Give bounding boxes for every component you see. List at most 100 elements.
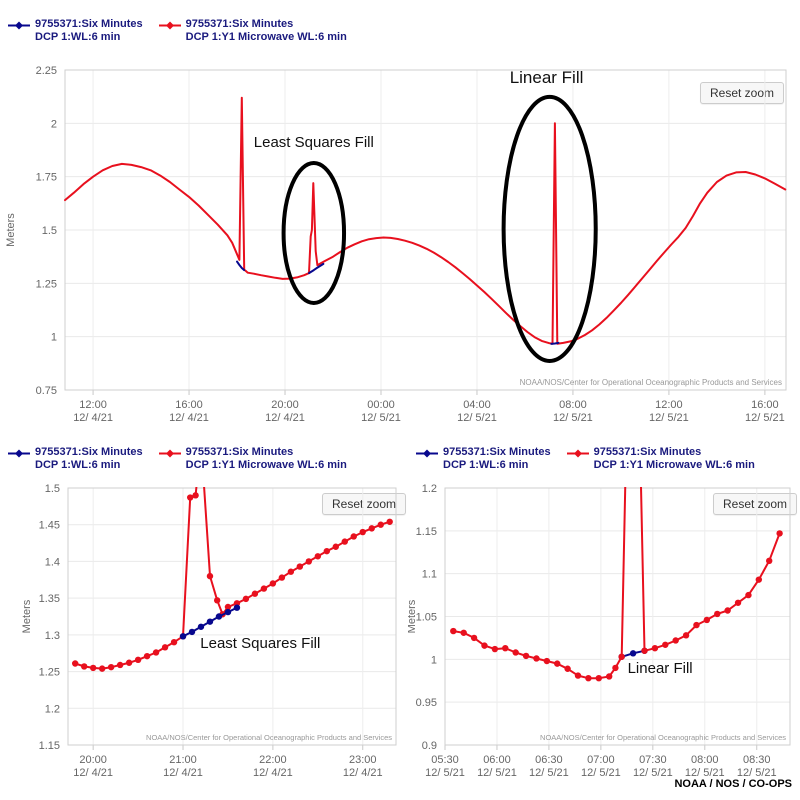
noaa-watermark: NOAA/NOS/Center for Operational Oceanogr… [540, 733, 786, 742]
series-1 [450, 487, 783, 682]
legend-item-microwave[interactable]: 9755371:Six Minutes DCP 1:Y1 Microwave WL… [158, 18, 347, 44]
legend-item-microwave[interactable]: 9755371:Six Minutes DCP 1:Y1 Microwave WL… [566, 446, 755, 472]
legend-item-microwave[interactable]: 9755371:Six Minutes DCP 1:Y1 Microwave WL… [158, 446, 347, 472]
svg-text:2.25: 2.25 [36, 65, 57, 77]
y-axis-labels: 1.15 1.2 1.25 1.3 1.35 1.4 1.45 1.5 Meters [21, 483, 60, 752]
svg-text:06:00: 06:00 [483, 754, 511, 766]
legend-wl-line2: DCP 1:WL:6 min [35, 459, 121, 471]
annotation-text: Least Squares Fill [200, 635, 320, 652]
grid [64, 69, 787, 395]
microwave-series-marker-icon [566, 449, 589, 458]
svg-text:07:30: 07:30 [639, 754, 667, 766]
svg-text:12/ 5/21: 12/ 5/21 [633, 767, 673, 779]
svg-text:23:00: 23:00 [349, 754, 377, 766]
microwave-series-marker-icon [158, 449, 181, 458]
page-footer-credit: NOAA / NOS / CO-OPS [674, 778, 792, 790]
bottom-left-chart-reset-zoom-button[interactable]: Reset zoom [322, 493, 407, 515]
svg-text:1.25: 1.25 [36, 278, 57, 290]
svg-text:12/ 5/21: 12/ 5/21 [529, 767, 569, 779]
svg-text:0.95: 0.95 [416, 697, 437, 709]
legend-microwave-line1: 9755371:Six Minutes [185, 18, 294, 30]
svg-text:1.25: 1.25 [39, 667, 60, 679]
svg-text:12/ 5/21: 12/ 5/21 [581, 767, 621, 779]
legend-item-wl[interactable]: 9755371:Six Minutes DCP 1:WL:6 min [416, 446, 551, 472]
y-axis-labels: 0.75 1 1.25 1.5 1.75 2 2.25 Meters [5, 65, 57, 397]
svg-text:12/ 5/21: 12/ 5/21 [425, 767, 465, 779]
bottom-left-chart-legend: 9755371:Six Minutes DCP 1:WL:6 min 975537… [8, 446, 347, 472]
annotation-ellipse [501, 94, 598, 363]
series-2 [308, 262, 325, 275]
svg-text:1.2: 1.2 [422, 483, 437, 495]
grid [444, 487, 791, 750]
annotations: Least Squares Fill [200, 635, 320, 652]
svg-text:12/ 4/21: 12/ 4/21 [73, 767, 113, 779]
legend-microwave-line2: DCP 1:Y1 Microwave WL:6 min [185, 459, 347, 471]
svg-text:1.35: 1.35 [39, 593, 60, 605]
annotations: Linear Fill [628, 660, 693, 677]
svg-text:1.3: 1.3 [45, 630, 60, 642]
svg-text:12/ 5/21: 12/ 5/21 [361, 412, 401, 424]
top-chart-legend: 9755371:Six Minutes DCP 1:WL:6 min 975537… [8, 18, 347, 44]
legend-item-wl[interactable]: 9755371:Six Minutes DCP 1:WL:6 min [8, 18, 143, 44]
svg-text:12/ 4/21: 12/ 4/21 [253, 767, 293, 779]
legend-microwave-line2: DCP 1:Y1 Microwave WL:6 min [185, 31, 347, 43]
svg-text:1: 1 [431, 654, 437, 666]
svg-text:16:00: 16:00 [175, 399, 203, 411]
microwave-series-marker-icon [158, 21, 181, 30]
series-0 [64, 96, 787, 345]
legend-wl-line2: DCP 1:WL:6 min [443, 459, 529, 471]
svg-text:05:30: 05:30 [431, 754, 459, 766]
svg-text:12:00: 12:00 [79, 399, 107, 411]
svg-text:16:00: 16:00 [751, 399, 779, 411]
svg-text:12/ 5/21: 12/ 5/21 [737, 767, 777, 779]
annotation-text: Least Squares Fill [254, 134, 374, 151]
annotation-ellipse [281, 161, 347, 305]
y-axis-title: Meters [408, 599, 418, 633]
annotation-text: Linear Fill [628, 660, 693, 677]
svg-text:2: 2 [51, 118, 57, 130]
legend-wl-line1: 9755371:Six Minutes [35, 446, 143, 458]
svg-text:1.1: 1.1 [422, 569, 437, 581]
svg-text:12/ 4/21: 12/ 4/21 [265, 412, 305, 424]
svg-text:07:00: 07:00 [587, 754, 615, 766]
svg-text:0.9: 0.9 [422, 740, 437, 752]
wl-series-marker-icon [416, 449, 438, 458]
noaa-watermark: NOAA/NOS/Center for Operational Oceanogr… [146, 733, 392, 742]
svg-text:12/ 5/21: 12/ 5/21 [477, 767, 517, 779]
legend-microwave-line2: DCP 1:Y1 Microwave WL:6 min [593, 459, 755, 471]
legend-item-wl[interactable]: 9755371:Six Minutes DCP 1:WL:6 min [8, 446, 143, 472]
svg-text:1.05: 1.05 [416, 612, 437, 624]
y-axis-labels: 0.9 0.95 1 1.05 1.1 1.15 1.2 Meters [408, 483, 437, 752]
svg-text:12/ 4/21: 12/ 4/21 [163, 767, 203, 779]
svg-text:12/ 4/21: 12/ 4/21 [73, 412, 113, 424]
y-axis-title: Meters [5, 213, 17, 247]
legend-microwave-line1: 9755371:Six Minutes [185, 446, 294, 458]
svg-text:12/ 4/21: 12/ 4/21 [169, 412, 209, 424]
svg-text:20:00: 20:00 [271, 399, 299, 411]
series-3 [550, 341, 560, 345]
svg-text:1.5: 1.5 [42, 225, 57, 237]
grid [67, 487, 397, 750]
wl-series-marker-icon [8, 21, 30, 30]
legend-microwave-line1: 9755371:Six Minutes [593, 446, 702, 458]
svg-text:22:00: 22:00 [259, 754, 287, 766]
svg-text:1.75: 1.75 [36, 172, 57, 184]
svg-text:12/ 5/21: 12/ 5/21 [553, 412, 593, 424]
bottom-left-chart-plot: 1.151.21.251.31.351.41.451.5Meters20:001… [21, 483, 397, 779]
series-1 [179, 604, 241, 640]
top-chart-reset-zoom-button[interactable]: Reset zoom [700, 82, 785, 104]
svg-text:12/ 5/21: 12/ 5/21 [685, 767, 725, 779]
wl-series-marker-icon [8, 449, 30, 458]
svg-text:0.75: 0.75 [36, 385, 57, 397]
svg-text:1.15: 1.15 [416, 526, 437, 538]
svg-text:12/ 5/21: 12/ 5/21 [745, 412, 785, 424]
svg-text:00:00: 00:00 [367, 399, 395, 411]
noaa-watermark: NOAA/NOS/Center for Operational Oceanogr… [520, 378, 782, 387]
svg-text:12/ 4/21: 12/ 4/21 [343, 767, 383, 779]
series-1 [236, 260, 246, 272]
bottom-right-chart-reset-zoom-button[interactable]: Reset zoom [713, 493, 798, 515]
svg-text:12/ 5/21: 12/ 5/21 [457, 412, 497, 424]
